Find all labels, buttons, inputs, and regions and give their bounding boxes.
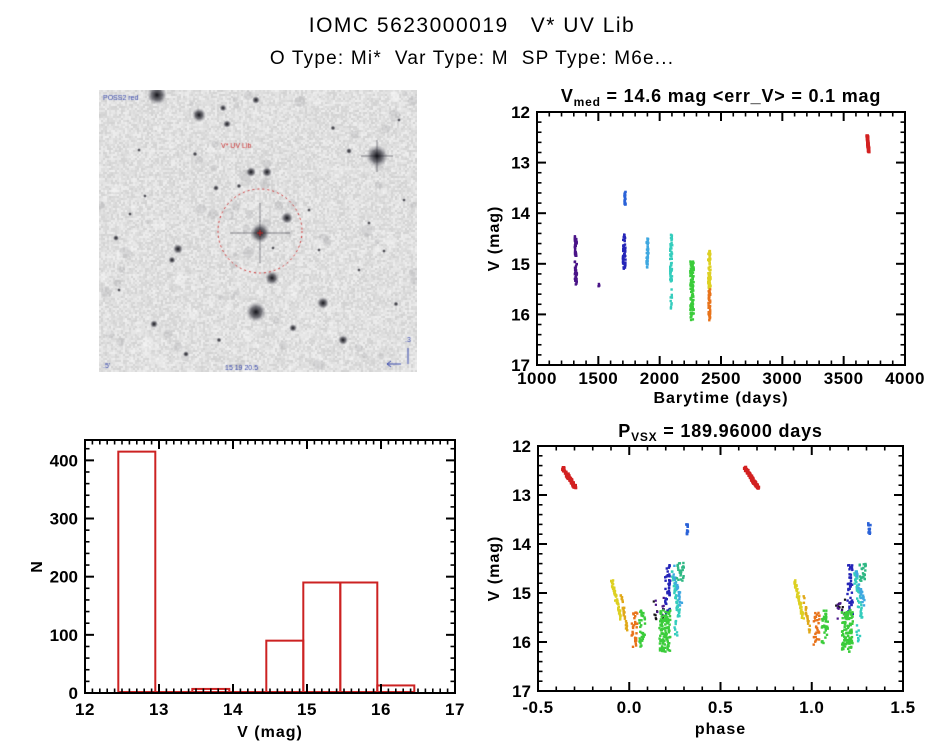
histogram-bar [117, 450, 157, 693]
x-tick-label: 1.0 [799, 698, 824, 717]
y-tick-label: 300 [50, 510, 78, 529]
x-axis-label: V (mag) [237, 724, 303, 741]
page-title: IOMC 5623000019 V* UV Lib [308, 14, 636, 37]
y-tick-label: 16 [512, 633, 531, 652]
y-tick-label: 400 [50, 451, 78, 470]
x-axis-label: phase [695, 721, 746, 738]
x-axis-label: Barytime (days) [653, 390, 788, 407]
histogram-bar [302, 581, 342, 694]
x-tick-label: 16 [371, 700, 391, 719]
y-tick-label: 15 [512, 584, 531, 603]
y-tick-label: 200 [50, 568, 78, 587]
y-tick-label: 13 [511, 154, 530, 173]
x-tick-label: 2000 [640, 369, 680, 388]
y-tick-label: 14 [511, 204, 530, 223]
y-axis-label: N [29, 560, 46, 573]
x-tick-label: 3500 [824, 369, 864, 388]
finder-chart-image [99, 90, 417, 372]
y-tick-label: 14 [512, 535, 531, 554]
histogram-plot: 12 13 14 15 16 17 0 100 200 300 400 V (mag) N [29, 439, 465, 741]
y-tick-label: 17 [511, 356, 530, 375]
y-tick-label: 100 [50, 626, 78, 645]
x-tick-label: -0.5 [522, 698, 553, 717]
plot-title: PVSX = 189.96000 days [618, 421, 822, 444]
x-tick-label: 1500 [578, 369, 618, 388]
x-tick-label: 14 [223, 700, 243, 719]
y-tick-label: 12 [511, 103, 530, 122]
lightcurve-plot: 1000 1500 2000 2500 3000 3500 4000 12 13 14 15 16 17… [486, 86, 925, 407]
x-tick-label: 0.5 [708, 698, 733, 717]
y-tick-label: 13 [512, 486, 531, 505]
y-tick-label: 16 [511, 305, 530, 324]
x-tick-label: 1.5 [890, 698, 915, 717]
y-tick-label: 17 [512, 682, 531, 701]
y-tick-label: 15 [511, 255, 530, 274]
x-tick-label: 12 [75, 700, 95, 719]
y-tick-label: 12 [512, 437, 531, 456]
x-tick-label: 0.0 [617, 698, 642, 717]
x-tick-label: 15 [297, 700, 317, 719]
x-tick-label: 13 [149, 700, 169, 719]
plot-title: Vmed = 14.6 mag <err_V> = 0.1 mag [561, 86, 881, 109]
phase-plot: -0.5 0.0 0.5 1.0 1.5 12 13 14 15 16 17 phase V (mag)… [486, 421, 915, 738]
y-axis-label: V (mag) [486, 536, 503, 602]
histogram-bar [265, 639, 305, 693]
x-tick-label: 2500 [701, 369, 741, 388]
y-tick-label: 0 [69, 684, 78, 703]
histogram-bar [339, 581, 379, 694]
page-subtitle: O Type: Mi* Var Type: M SP Type: M6e... [269, 48, 675, 69]
y-axis-label: V (mag) [486, 206, 503, 272]
x-tick-label: 1000 [517, 369, 557, 388]
x-tick-label: 3000 [762, 369, 802, 388]
x-tick-label: 4000 [885, 369, 925, 388]
x-tick-label: 17 [445, 700, 465, 719]
